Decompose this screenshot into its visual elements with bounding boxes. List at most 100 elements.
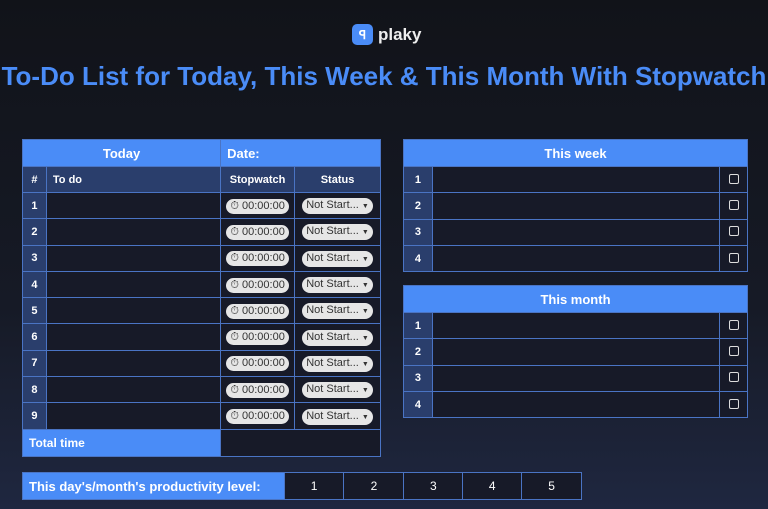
stopwatch-button[interactable]: ⏱ 00:00:00 bbox=[226, 277, 289, 293]
today-row: 9 ⏱ 00:00:00 Not Start... ▼ bbox=[22, 402, 381, 430]
stopwatch-icon: ⏱ bbox=[230, 331, 239, 344]
stopwatch-button[interactable]: ⏱ 00:00:00 bbox=[226, 251, 289, 267]
status-dropdown[interactable]: Not Start... ▼ bbox=[302, 355, 373, 372]
plaky-logo-icon: ꟼ bbox=[352, 24, 373, 45]
row-number: 3 bbox=[403, 218, 433, 246]
status-value: Not Start... bbox=[306, 251, 359, 264]
productivity-table: This day's/month's productivity level: 1 2… bbox=[22, 472, 582, 500]
stopwatch-time: 00:00:00 bbox=[242, 278, 285, 291]
date-label[interactable]: Date: bbox=[220, 139, 381, 167]
week-header: This week bbox=[403, 139, 748, 167]
status-value: Not Start... bbox=[306, 199, 359, 212]
checkbox[interactable] bbox=[728, 199, 739, 210]
stopwatch-icon: ⏱ bbox=[230, 357, 239, 370]
month-task-cell[interactable] bbox=[431, 338, 721, 366]
stopwatch-button[interactable]: ⏱ 00:00:00 bbox=[226, 356, 289, 372]
status-dropdown[interactable]: Not Start... ▼ bbox=[302, 198, 373, 215]
status-dropdown[interactable]: Not Start... ▼ bbox=[302, 382, 373, 399]
status-value: Not Start... bbox=[306, 356, 359, 369]
today-header: Today bbox=[21, 139, 222, 167]
week-task-cell[interactable] bbox=[431, 192, 721, 220]
week-task-cell[interactable] bbox=[431, 218, 721, 246]
today-row: 5 ⏱ 00:00:00 Not Start... ▼ bbox=[22, 297, 381, 325]
today-row: 8 ⏱ 00:00:00 Not Start... ▼ bbox=[22, 376, 381, 404]
stopwatch-time: 00:00:00 bbox=[242, 304, 285, 317]
month-task-cell[interactable] bbox=[431, 390, 721, 419]
dropdown-arrow-icon: ▼ bbox=[361, 203, 369, 211]
checkbox[interactable] bbox=[728, 398, 739, 409]
stopwatch-button[interactable]: ⏱ 00:00:00 bbox=[226, 303, 289, 319]
status-dropdown[interactable]: Not Start... ▼ bbox=[302, 408, 373, 425]
plaky-logo: ꟼ plaky bbox=[352, 24, 421, 45]
status-dropdown[interactable]: Not Start... ▼ bbox=[302, 329, 373, 346]
todo-cell[interactable] bbox=[45, 349, 222, 378]
today-table: Today Date: # To do Stopwatch Status 1 ⏱ 00:… bbox=[21, 139, 381, 457]
stopwatch-button[interactable]: ⏱ 00:00:00 bbox=[226, 382, 289, 398]
month-row: 1 bbox=[403, 311, 748, 340]
stopwatch-time: 00:00:00 bbox=[242, 252, 285, 265]
status-value: Not Start... bbox=[306, 330, 359, 343]
row-number: 1 bbox=[403, 311, 433, 340]
stopwatch-time: 00:00:00 bbox=[242, 331, 285, 344]
productivity-level-4[interactable]: 4 bbox=[462, 472, 523, 500]
stopwatch-button[interactable]: ⏱ 00:00:00 bbox=[226, 330, 289, 346]
todo-cell[interactable] bbox=[45, 218, 222, 246]
todo-cell[interactable] bbox=[45, 297, 222, 325]
month-header: This month bbox=[403, 285, 748, 313]
status-value: Not Start... bbox=[306, 278, 359, 291]
todo-cell[interactable] bbox=[45, 270, 222, 299]
month-row: 2 bbox=[403, 338, 748, 366]
status-value: Not Start... bbox=[306, 409, 359, 422]
checkbox[interactable] bbox=[728, 319, 739, 330]
today-row: 1 ⏱ 00:00:00 Not Start... ▼ bbox=[22, 191, 381, 220]
dropdown-arrow-icon: ▼ bbox=[361, 255, 369, 263]
productivity-level-2[interactable]: 2 bbox=[343, 472, 405, 500]
total-time-value[interactable] bbox=[220, 428, 381, 457]
row-number: 9 bbox=[22, 402, 47, 430]
status-dropdown[interactable]: Not Start... ▼ bbox=[302, 303, 373, 320]
checkbox[interactable] bbox=[728, 252, 739, 263]
checkbox[interactable] bbox=[728, 372, 739, 383]
month-task-cell[interactable] bbox=[431, 364, 721, 392]
row-number: 8 bbox=[22, 376, 47, 404]
row-number: 5 bbox=[22, 297, 47, 325]
stopwatch-button[interactable]: ⏱ 00:00:00 bbox=[226, 224, 289, 240]
checkbox[interactable] bbox=[728, 173, 739, 184]
productivity-level-5[interactable]: 5 bbox=[521, 472, 582, 500]
todo-cell[interactable] bbox=[45, 402, 222, 430]
page-title: To-Do List for Today, This Week & This M… bbox=[1, 61, 767, 91]
row-number: 4 bbox=[403, 390, 433, 419]
todo-cell[interactable] bbox=[45, 244, 222, 272]
status-value: Not Start... bbox=[306, 225, 359, 238]
stopwatch-button[interactable]: ⏱ 00:00:00 bbox=[226, 409, 289, 425]
status-dropdown[interactable]: Not Start... ▼ bbox=[302, 250, 373, 267]
row-number: 2 bbox=[403, 338, 433, 366]
productivity-level-1[interactable]: 1 bbox=[283, 472, 345, 500]
dropdown-arrow-icon: ▼ bbox=[361, 229, 369, 237]
logo-text: plaky bbox=[378, 24, 422, 44]
stopwatch-icon: ⏱ bbox=[230, 199, 239, 212]
today-row: 2 ⏱ 00:00:00 Not Start... ▼ bbox=[22, 218, 381, 246]
week-table: This week 1 2 3 4 bbox=[403, 139, 748, 273]
month-task-cell[interactable] bbox=[431, 311, 721, 340]
stopwatch-icon: ⏱ bbox=[230, 410, 239, 423]
status-dropdown[interactable]: Not Start... ▼ bbox=[302, 224, 373, 241]
status-dropdown[interactable]: Not Start... ▼ bbox=[302, 277, 373, 294]
productivity-level-3[interactable]: 3 bbox=[403, 472, 464, 500]
checkbox[interactable] bbox=[728, 226, 739, 237]
today-row: 6 ⏱ 00:00:00 Not Start... ▼ bbox=[22, 323, 381, 351]
week-task-cell[interactable] bbox=[431, 165, 721, 194]
stopwatch-button[interactable]: ⏱ 00:00:00 bbox=[226, 198, 289, 214]
today-row: 3 ⏱ 00:00:00 Not Start... ▼ bbox=[22, 244, 381, 272]
stopwatch-icon: ⏱ bbox=[230, 383, 239, 396]
week-task-cell[interactable] bbox=[431, 244, 721, 273]
week-row: 4 bbox=[403, 244, 748, 273]
todo-cell[interactable] bbox=[45, 191, 222, 220]
stopwatch-icon: ⏱ bbox=[230, 304, 239, 317]
row-number: 3 bbox=[22, 244, 47, 272]
checkbox[interactable] bbox=[728, 345, 739, 356]
todo-cell[interactable] bbox=[45, 323, 222, 351]
row-number: 4 bbox=[22, 270, 47, 299]
todo-cell[interactable] bbox=[45, 376, 222, 404]
row-number: 1 bbox=[22, 191, 47, 220]
